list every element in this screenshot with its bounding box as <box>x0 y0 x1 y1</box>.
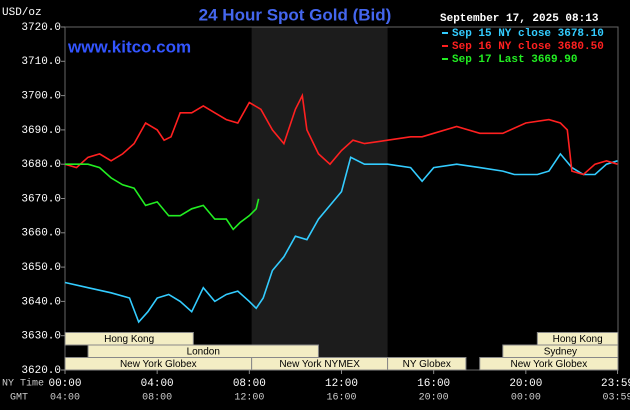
session-label: New York NYMEX <box>279 359 360 370</box>
legend-label: Sep 15 NY close 3678.10 <box>452 28 604 40</box>
session-label: New York Globex <box>511 359 588 370</box>
y-tick-label: 3620.0 <box>21 365 61 377</box>
y-tick-label: 3720.0 <box>21 22 61 34</box>
session-label: London <box>187 346 220 357</box>
x-tick-label: 08:00 <box>233 378 266 390</box>
y-unit: USD/oz <box>2 7 42 19</box>
legend-label: Sep 17 Last 3669.90 <box>452 54 577 66</box>
y-tick-label: 3690.0 <box>21 125 61 137</box>
session-label: Sydney <box>544 346 577 357</box>
x2-tick-label: 12:00 <box>234 393 264 404</box>
x2-tick-label: 04:00 <box>50 393 80 404</box>
x-tick-label: 20:00 <box>509 378 542 390</box>
timestamp: September 17, 2025 08:13 <box>440 13 599 25</box>
y-tick-label: 3650.0 <box>21 262 61 274</box>
x2-tick-label: 03:59 <box>603 393 630 404</box>
series-line <box>64 92 618 176</box>
session-box <box>479 357 619 371</box>
x-tick-label: 04:00 <box>141 378 174 390</box>
x2-tick-label: 08:00 <box>142 393 172 404</box>
x2-tick-label: 20:00 <box>419 393 449 404</box>
chart-title: 24 Hour Spot Gold (Bid) <box>199 5 392 24</box>
series-line <box>64 152 618 324</box>
x2-tick-label: 16:00 <box>326 393 356 404</box>
y-tick-label: 3710.0 <box>21 56 61 68</box>
x-tick-label: 00:00 <box>48 378 81 390</box>
x-axis-label: NY Time <box>2 378 44 390</box>
session-label: NY Globex <box>403 359 451 370</box>
session-label: Hong Kong <box>104 334 154 345</box>
y-tick-label: 3640.0 <box>21 296 61 308</box>
session-highlight <box>251 27 388 370</box>
y-tick-label: 3700.0 <box>21 91 61 103</box>
x-tick-label: 23:59 <box>601 378 630 390</box>
x-tick-label: 16:00 <box>417 378 450 390</box>
site-label: www.kitco.com <box>67 37 191 56</box>
y-tick-label: 3670.0 <box>21 193 61 205</box>
x2-axis-label: GMT <box>10 393 28 404</box>
y-tick-label: 3680.0 <box>21 159 61 171</box>
y-tick-label: 3660.0 <box>21 228 61 240</box>
y-tick-label: 3630.0 <box>21 331 61 343</box>
series-line <box>65 163 260 231</box>
legend-label: Sep 16 NY close 3680.50 <box>452 41 604 53</box>
session-box <box>387 357 467 371</box>
x-tick-label: 12:00 <box>325 378 358 390</box>
session-label: Hong Kong <box>553 334 603 345</box>
x2-tick-label: 00:00 <box>511 393 541 404</box>
session-label: New York Globex <box>120 359 197 370</box>
